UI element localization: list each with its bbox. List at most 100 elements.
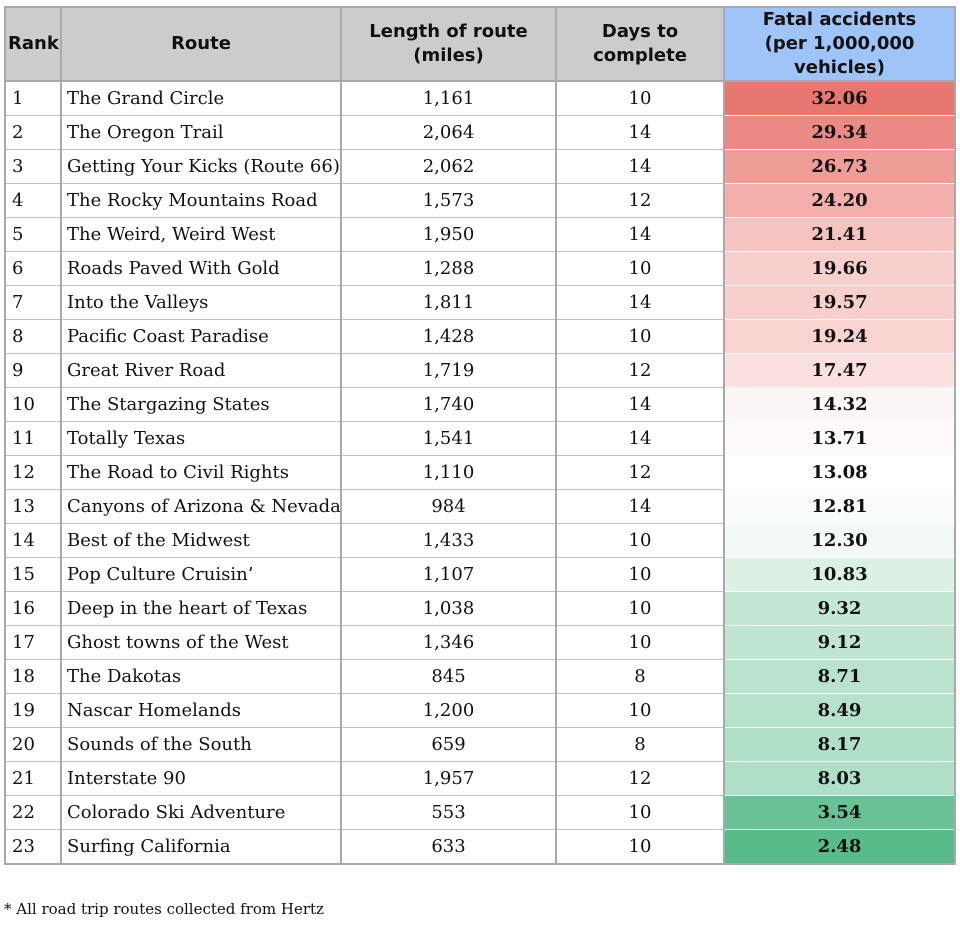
cell-length: 1,107	[340, 557, 557, 592]
cell-length: 553	[340, 795, 557, 830]
cell-fatal: 9.32	[723, 591, 956, 626]
cell-route: Colorado Ski Adventure	[60, 795, 342, 830]
cell-days: 12	[555, 761, 725, 796]
cell-length: 633	[340, 829, 557, 865]
table-row: 3 Getting Your Kicks (Route 66) 2,062 14 26.…	[4, 149, 956, 184]
cell-fatal: 9.12	[723, 625, 956, 660]
cell-days: 10	[555, 319, 725, 354]
header-fatal-accidents: Fatal accidents (per 1,000,000 vehicles)	[723, 6, 956, 82]
road-trip-table-container: Rank Route Length of route (miles) Days …	[4, 6, 956, 865]
cell-length: 1,428	[340, 319, 557, 354]
table-row: 11 Totally Texas 1,541 14 13.71	[4, 421, 956, 456]
cell-fatal: 12.30	[723, 523, 956, 558]
footnote: * All road trip routes collected from He…	[4, 900, 324, 918]
cell-rank: 3	[4, 149, 62, 184]
header-row: Rank Route Length of route (miles) Days …	[4, 6, 956, 82]
cell-route: Sounds of the South	[60, 727, 342, 762]
cell-rank: 21	[4, 761, 62, 796]
header-route: Route	[60, 6, 342, 82]
cell-length: 1,957	[340, 761, 557, 796]
cell-route: The Grand Circle	[60, 81, 342, 116]
cell-length: 1,541	[340, 421, 557, 456]
cell-rank: 10	[4, 387, 62, 422]
table-row: 19 Nascar Homelands 1,200 10 8.49	[4, 693, 956, 728]
table-row: 6 Roads Paved With Gold 1,288 10 19.66	[4, 251, 956, 286]
cell-rank: 23	[4, 829, 62, 865]
table-row: 17 Ghost towns of the West 1,346 10 9.12	[4, 625, 956, 660]
cell-days: 8	[555, 659, 725, 694]
cell-route: The Oregon Trail	[60, 115, 342, 150]
cell-days: 10	[555, 591, 725, 626]
cell-rank: 2	[4, 115, 62, 150]
table-row: 23 Surfing California 633 10 2.48	[4, 829, 956, 865]
cell-rank: 6	[4, 251, 62, 286]
cell-route: Roads Paved With Gold	[60, 251, 342, 286]
cell-fatal: 19.66	[723, 251, 956, 286]
cell-fatal: 8.03	[723, 761, 956, 796]
cell-days: 12	[555, 353, 725, 388]
table-row: 12 The Road to Civil Rights 1,110 12 13.08	[4, 455, 956, 490]
table-row: 10 The Stargazing States 1,740 14 14.32	[4, 387, 956, 422]
cell-days: 10	[555, 523, 725, 558]
table-row: 9 Great River Road 1,719 12 17.47	[4, 353, 956, 388]
cell-rank: 7	[4, 285, 62, 320]
cell-rank: 8	[4, 319, 62, 354]
table-row: 2 The Oregon Trail 2,064 14 29.34	[4, 115, 956, 150]
cell-days: 14	[555, 421, 725, 456]
cell-length: 1,110	[340, 455, 557, 490]
cell-route: Nascar Homelands	[60, 693, 342, 728]
cell-fatal: 14.32	[723, 387, 956, 422]
header-fatal-line1: Fatal accidents	[762, 9, 917, 30]
table-row: 15 Pop Culture Cruisin’ 1,107 10 10.83	[4, 557, 956, 592]
table-row: 14 Best of the Midwest 1,433 10 12.30	[4, 523, 956, 558]
cell-length: 1,811	[340, 285, 557, 320]
cell-fatal: 13.71	[723, 421, 956, 456]
cell-length: 2,064	[340, 115, 557, 150]
cell-days: 10	[555, 829, 725, 865]
table-row: 22 Colorado Ski Adventure 553 10 3.54	[4, 795, 956, 830]
cell-fatal: 13.08	[723, 455, 956, 490]
cell-route: Getting Your Kicks (Route 66)	[60, 149, 342, 184]
table-row: 8 Pacific Coast Paradise 1,428 10 19.24	[4, 319, 956, 354]
cell-rank: 13	[4, 489, 62, 524]
cell-days: 10	[555, 557, 725, 592]
cell-fatal: 8.49	[723, 693, 956, 728]
cell-rank: 17	[4, 625, 62, 660]
cell-route: Surfing California	[60, 829, 342, 865]
table-row: 1 The Grand Circle 1,161 10 32.06	[4, 81, 956, 116]
cell-fatal: 19.57	[723, 285, 956, 320]
cell-route: Canyons of Arizona & Nevada	[60, 489, 342, 524]
cell-route: The Rocky Mountains Road	[60, 183, 342, 218]
cell-days: 8	[555, 727, 725, 762]
cell-days: 10	[555, 251, 725, 286]
cell-fatal: 29.34	[723, 115, 956, 150]
cell-fatal: 32.06	[723, 81, 956, 116]
cell-route: Interstate 90	[60, 761, 342, 796]
cell-rank: 12	[4, 455, 62, 490]
cell-route: Ghost towns of the West	[60, 625, 342, 660]
cell-route: Best of the Midwest	[60, 523, 342, 558]
cell-route: Pacific Coast Paradise	[60, 319, 342, 354]
cell-fatal: 3.54	[723, 795, 956, 830]
cell-length: 1,161	[340, 81, 557, 116]
cell-fatal: 26.73	[723, 149, 956, 184]
cell-fatal: 8.17	[723, 727, 956, 762]
cell-days: 14	[555, 285, 725, 320]
cell-days: 14	[555, 149, 725, 184]
table-row: 5 The Weird, Weird West 1,950 14 21.41	[4, 217, 956, 252]
header-rank: Rank	[4, 6, 62, 82]
cell-days: 12	[555, 183, 725, 218]
cell-route: The Road to Civil Rights	[60, 455, 342, 490]
header-length: Length of route (miles)	[340, 6, 557, 82]
cell-route: The Stargazing States	[60, 387, 342, 422]
cell-route: The Weird, Weird West	[60, 217, 342, 252]
cell-rank: 14	[4, 523, 62, 558]
table-row: 20 Sounds of the South 659 8 8.17	[4, 727, 956, 762]
cell-days: 10	[555, 625, 725, 660]
cell-length: 1,346	[340, 625, 557, 660]
cell-fatal: 10.83	[723, 557, 956, 592]
table-body: 1 The Grand Circle 1,161 10 32.06 2 The Oregon…	[4, 81, 956, 865]
cell-days: 10	[555, 795, 725, 830]
cell-fatal: 17.47	[723, 353, 956, 388]
cell-rank: 19	[4, 693, 62, 728]
